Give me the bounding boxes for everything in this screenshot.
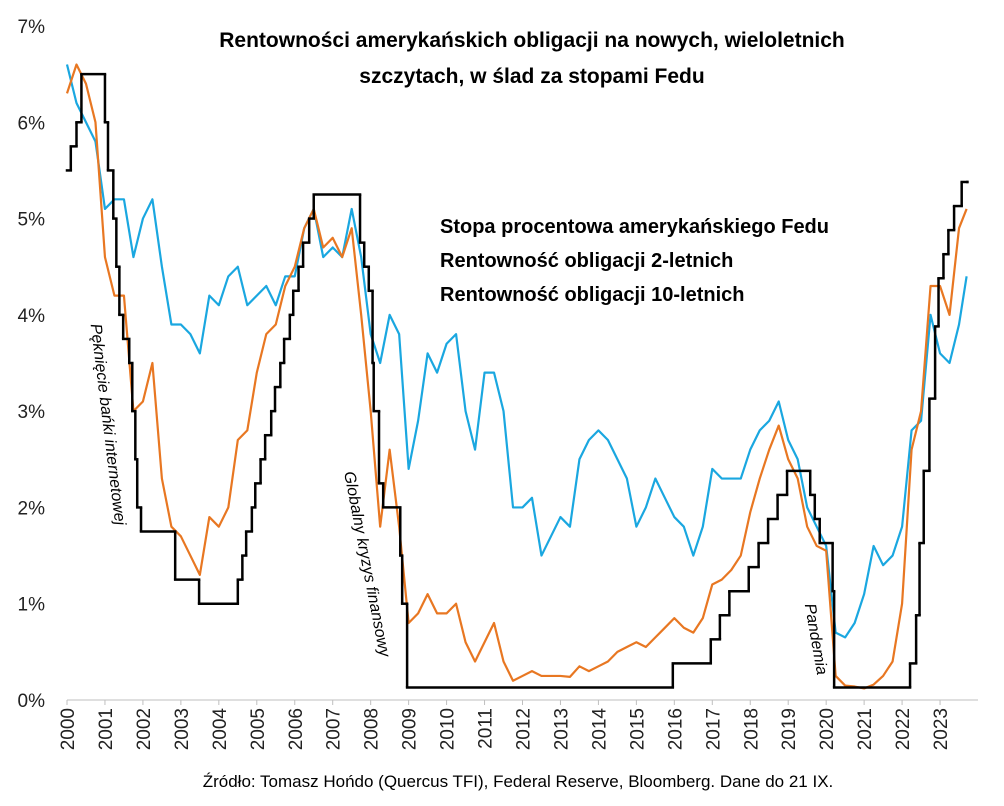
x-tick-label: 2023: [931, 708, 952, 750]
x-tick-label: 2018: [741, 708, 762, 750]
legend-entry: Stopa procentowa amerykańskiego Fedu: [440, 216, 829, 238]
legend-entry: Rentowność obligacji 2-letnich: [440, 250, 733, 272]
series-line: [65, 63, 968, 690]
legend-entry: Rentowność obligacji 10-letnich: [440, 284, 745, 306]
y-tick-label: 5%: [18, 210, 46, 231]
x-tick-label: 2015: [627, 708, 648, 750]
y-tick-label: 1%: [18, 595, 46, 616]
x-tick-label: 2000: [58, 708, 79, 750]
x-tick-label: 2004: [210, 708, 231, 751]
annotation: Globalny kryzys finansowy: [340, 470, 393, 659]
x-tick-label: 2003: [172, 708, 193, 750]
x-tick-label: 2005: [248, 708, 269, 750]
x-tick-label: 2008: [362, 708, 383, 750]
y-tick-label: 3%: [18, 402, 46, 423]
x-tick-label: 2012: [514, 708, 535, 750]
y-tick-label: 6%: [18, 113, 46, 134]
x-tick-label: 2010: [438, 708, 459, 750]
chart-title: Rentowności amerykańskich obligacji na n…: [219, 29, 845, 52]
x-tick-label: 2001: [96, 708, 117, 750]
y-tick-label: 4%: [18, 306, 46, 327]
y-tick-label: 7%: [18, 17, 46, 38]
x-tick-label: 2006: [286, 708, 307, 750]
y-tick-label: 0%: [18, 691, 46, 712]
x-tick-label: 2021: [855, 708, 876, 750]
x-tick-label: 2007: [324, 708, 345, 750]
chart-title: szczytach, w ślad za stopami Fedu: [359, 65, 704, 88]
x-tick-label: 2009: [400, 708, 421, 750]
x-tick-label: 2016: [665, 708, 686, 750]
x-tick-label: 2022: [893, 708, 914, 750]
x-tick-label: 2017: [703, 708, 724, 750]
annotation: Pęknięcie bańki internetowej: [87, 323, 129, 527]
x-tick-label: 2013: [551, 708, 572, 750]
y-tick-label: 2%: [18, 498, 46, 519]
x-tick-label: 2014: [589, 708, 610, 751]
x-tick-label: 2011: [476, 708, 497, 749]
series-line: [65, 64, 968, 639]
x-tick-label: 2002: [134, 708, 155, 750]
annotation: Pandemia: [801, 602, 830, 676]
x-tick-label: 2020: [817, 708, 838, 750]
x-tick-label: 2019: [779, 708, 800, 750]
source-note: Źródło: Tomasz Hońdo (Quercus TFI), Fede…: [203, 772, 834, 791]
